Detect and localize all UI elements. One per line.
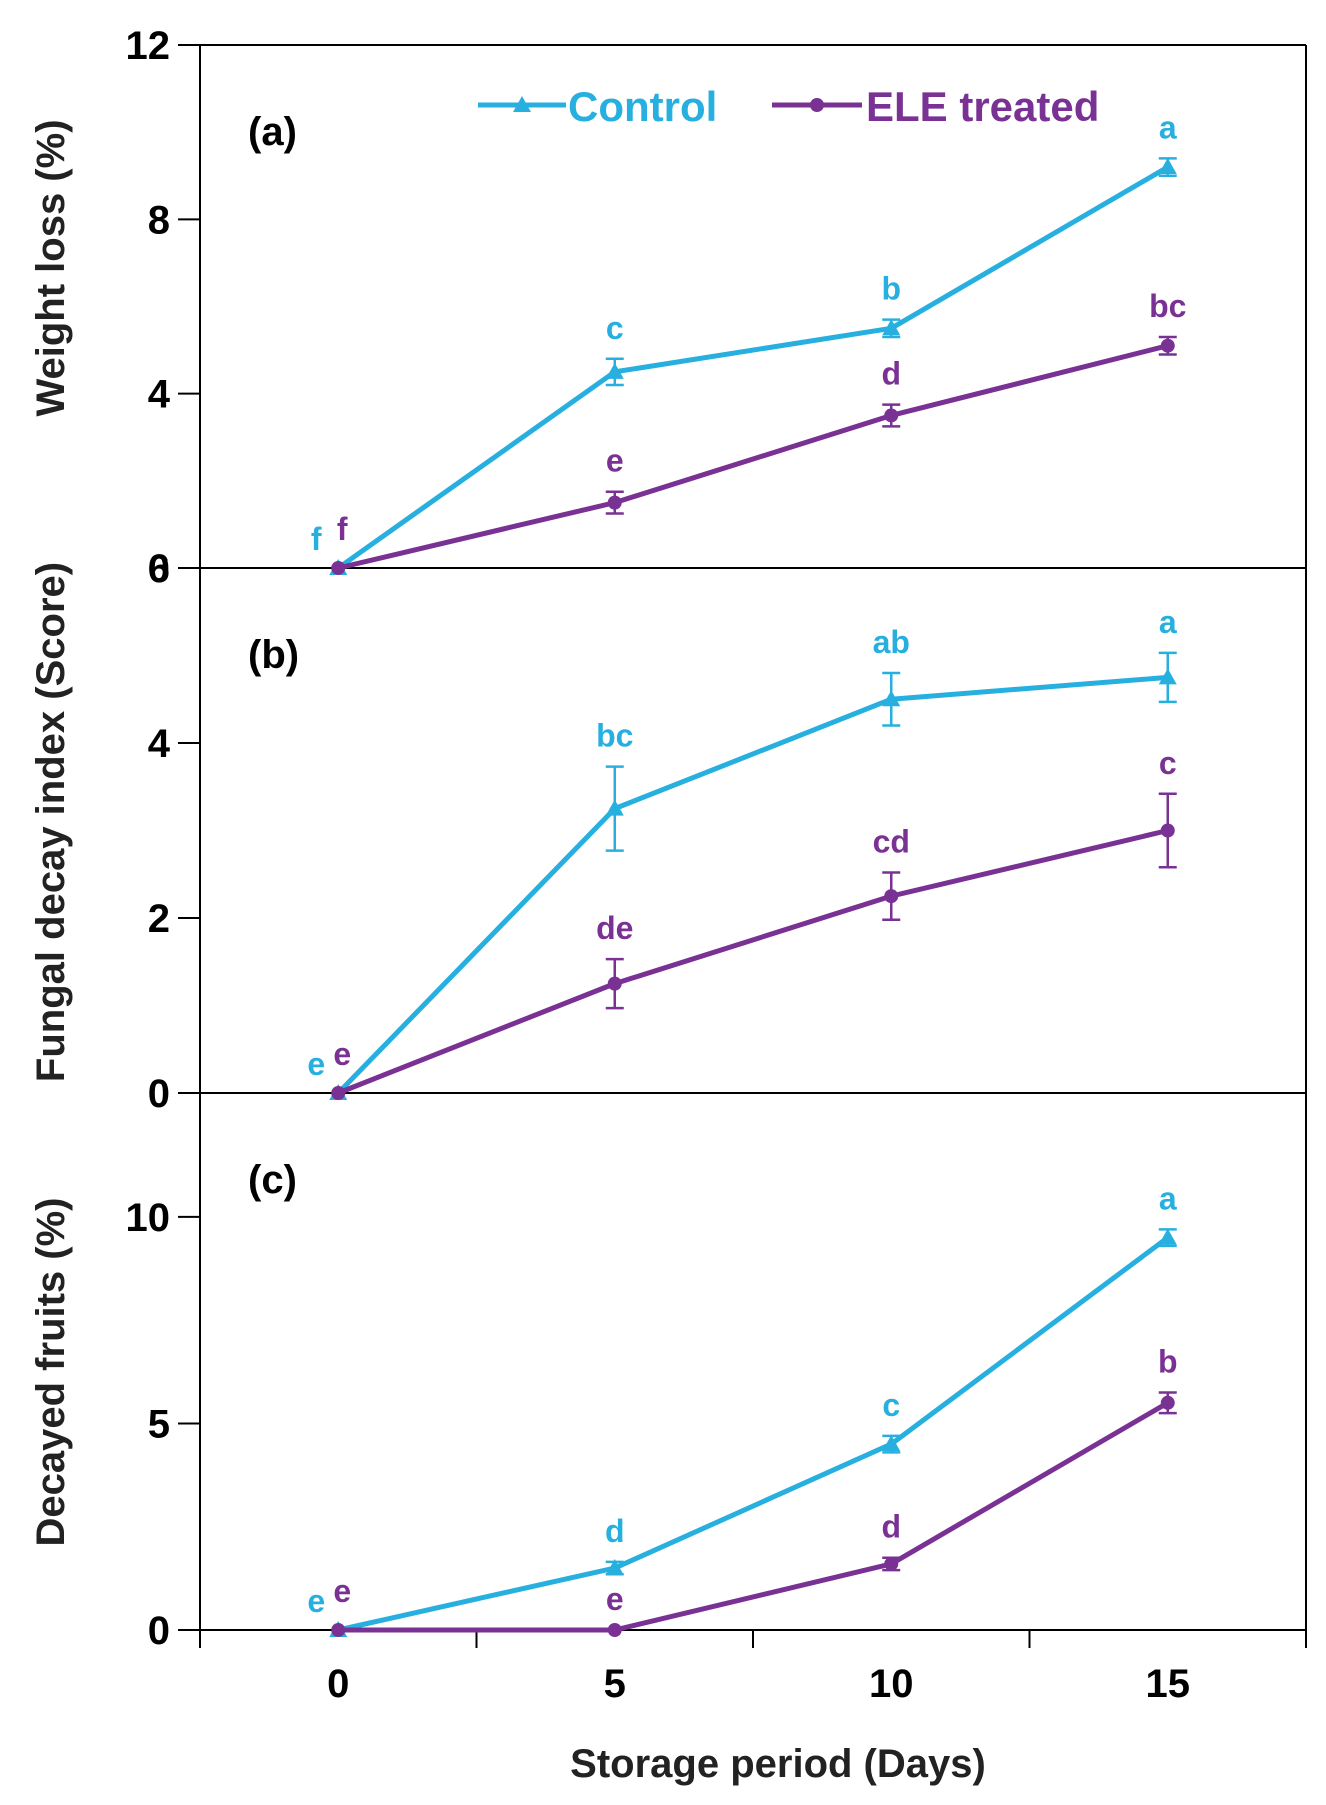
x-tick-label: 15 <box>1146 1662 1191 1706</box>
data-point-triangle <box>882 319 901 336</box>
data-point-triangle <box>1158 1228 1177 1245</box>
data-point-triangle <box>605 1559 624 1576</box>
data-point-circle <box>884 889 899 904</box>
panel-label: (a) <box>248 110 297 154</box>
x-tick-label: 5 <box>604 1662 626 1706</box>
significance-letter: bc <box>596 718 633 754</box>
data-point-triangle <box>1158 668 1177 685</box>
data-point-circle <box>607 495 622 510</box>
data-point-triangle <box>1158 158 1177 175</box>
panel-label: (b) <box>248 633 299 677</box>
data-point-triangle <box>605 362 624 379</box>
y-tick-label: 8 <box>148 198 170 242</box>
significance-letter: e <box>606 443 624 479</box>
legend-label-control: Control <box>568 83 717 130</box>
y-axis-title: Decayed fruits (%) <box>29 1198 73 1547</box>
significance-letter: d <box>605 1513 625 1549</box>
data-point-circle <box>331 561 346 575</box>
significance-letter: e <box>307 1046 325 1082</box>
y-tick-label: 4 <box>148 722 171 766</box>
y-tick-label: 4 <box>148 373 171 417</box>
y-axis-title: Fungal decay index (Score) <box>29 562 73 1082</box>
series-line <box>337 1235 1170 1633</box>
significance-letter: f <box>337 511 348 547</box>
significance-letter: c <box>1159 745 1177 781</box>
y-tick-label: 12 <box>126 24 171 68</box>
series-line <box>337 828 1169 1096</box>
significance-letter: a <box>1159 1180 1177 1216</box>
significance-letter: a <box>1159 109 1177 145</box>
x-axis-title: Storage period (Days) <box>570 1742 986 1786</box>
data-point-circle <box>1160 338 1175 353</box>
data-point-circle <box>884 1556 899 1571</box>
legend-marker-circle <box>810 98 824 112</box>
significance-letter: bc <box>1149 288 1186 324</box>
y-tick-label: 0 <box>148 1072 170 1116</box>
y-tick-label: 10 <box>126 1196 171 1240</box>
y-tick-label: 2 <box>148 897 170 941</box>
series-line <box>337 343 1169 571</box>
y-tick-label: 0 <box>148 1609 170 1653</box>
data-point-circle <box>1160 823 1175 838</box>
data-point-circle <box>884 408 899 423</box>
significance-letter: b <box>1158 1343 1178 1379</box>
panel-label: (c) <box>248 1158 297 1202</box>
legend: Control ELE treated <box>478 83 1099 130</box>
significance-letter: c <box>882 1387 900 1423</box>
significance-letter: a <box>1159 604 1177 640</box>
legend-marker-triangle <box>513 96 531 112</box>
data-point-triangle <box>882 690 901 707</box>
significance-letter: c <box>606 310 624 346</box>
series-control: f c b a <box>311 109 1177 575</box>
y-axis-title: Weight loss (%) <box>29 119 73 416</box>
series-control: e bc ab a <box>307 604 1177 1100</box>
significance-letter: e <box>606 1581 624 1617</box>
series-line <box>336 674 1168 1095</box>
significance-letter: f <box>311 521 322 557</box>
significance-letter: e <box>333 1573 351 1609</box>
significance-letter: de <box>596 910 633 946</box>
y-tick-label: 5 <box>148 1402 170 1446</box>
significance-letter: e <box>307 1583 325 1619</box>
data-point-circle <box>607 1623 622 1637</box>
data-point-triangle <box>882 1435 901 1452</box>
significance-letter: e <box>333 1036 351 1072</box>
series-line <box>338 1400 1170 1633</box>
significance-letter: ab <box>873 624 910 660</box>
significance-letter: d <box>881 1509 901 1545</box>
y-tick-label: 0 <box>148 547 170 591</box>
data-point-circle <box>331 1623 346 1637</box>
significance-letter: d <box>881 356 901 392</box>
series-line <box>336 164 1170 571</box>
x-tick-label: 10 <box>869 1662 914 1706</box>
significance-letter: cd <box>873 824 910 860</box>
series-ele-treated: e de cd c <box>331 745 1177 1100</box>
data-point-circle <box>331 1086 346 1100</box>
significance-letter: b <box>881 271 901 307</box>
panel-a: 0 4 8 12 Weight loss (%) (a) f c b a f e d bc <box>29 24 1307 591</box>
data-point-triangle <box>605 799 624 816</box>
data-point-circle <box>607 976 622 991</box>
series-ele-treated: f e d bc <box>331 288 1186 575</box>
legend-label-ele-treated: ELE treated <box>866 83 1099 130</box>
y-tick-label: 6 <box>148 547 170 591</box>
series-ele-treated: e edb <box>331 1343 1178 1637</box>
data-point-circle <box>1160 1395 1175 1410</box>
x-tick-label: 0 <box>327 1662 349 1706</box>
